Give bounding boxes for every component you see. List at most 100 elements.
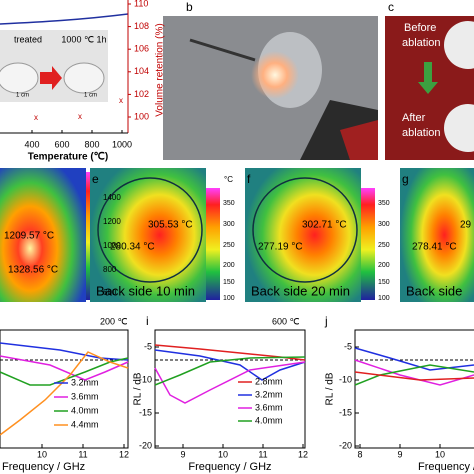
colorbar-tick-label: 200 [378,262,390,269]
frame [154,329,306,449]
x-tick-label: 8 [357,449,362,459]
annotation: 200 ℃ [100,316,128,326]
curve [354,347,474,371]
frame [0,329,129,449]
temperature: 277.19 °C [258,242,303,253]
y-tick-label: -10 [339,374,352,384]
colorbar-tick-label: 600 [103,288,117,297]
curve [0,13,129,25]
x-tick-label: 600 [54,139,69,149]
scale-bar: 1 cm [16,93,29,99]
marker: x [119,96,123,105]
panel-h [0,329,129,449]
thermal-image [90,168,206,302]
panel-i [154,329,306,449]
legend-label: 3.6mm [71,391,99,401]
caption: ablation [402,127,441,139]
x-tick-label: 12 [119,449,129,459]
y2-tick-label: 102 [134,89,149,99]
colorbar-tick-label: 100 [378,295,390,302]
y2-tick-label: 100 [134,111,149,121]
panel-a: x x x [0,0,129,134]
temperature: 278.41 °C [412,242,457,253]
colorbar-tick-label: 200 [223,262,235,269]
panel-f [245,168,375,302]
inset-label: treated [14,34,42,44]
y2-tick-label: 104 [134,66,149,76]
x-tick-label: 11 [78,449,87,459]
caption: Back side 10 min [96,283,195,298]
panel-label: e [92,172,99,186]
x-tick-label: 11 [258,449,267,459]
colorbar-tick-label: 1200 [103,217,121,226]
y-label: RL / dB [325,372,336,405]
caption: Before [404,22,436,34]
y-tick-label: -20 [339,440,352,450]
legend-label: 4.0mm [71,405,99,415]
panel-label: g [402,172,409,186]
outline [97,177,203,283]
x-label: Frequency / GHz [2,461,85,473]
colorbar-tick-label: 300 [378,221,390,228]
curve [0,351,129,436]
x-tick-label: 10 [218,449,228,459]
caption: ablation [402,37,441,49]
colorbar-tick-label: 150 [223,279,235,286]
panel-c [385,16,474,160]
panel-label: c [388,0,394,14]
colorbar-tick-label: 250 [378,242,390,249]
colorbar-tick-label: 1400 [103,193,121,202]
curve [154,361,306,404]
thermal-image [245,168,361,302]
x-tick-label: 12 [298,449,308,459]
panel-e [90,168,220,302]
thermal-image [0,168,86,302]
y2-tick-label: 110 [134,0,148,8]
caption: Back side 20 min [251,283,350,298]
thermal-image [400,168,474,302]
colorbar-tick-label: 1000 [103,241,121,250]
x-tick-label: 10 [37,449,47,459]
colorbar-tick-label: 350 [378,200,390,207]
curve [154,349,306,381]
panel-label: b [186,0,193,14]
panel-g [400,168,474,302]
legend-label: 3.6mm [255,402,283,412]
x-label: Frequency / GHz [418,461,474,473]
temperature: 305.53 °C [148,220,193,231]
panel-j [354,329,474,449]
colorbar-unit: °C [224,175,233,184]
caption: Back side [406,283,462,298]
colorbar-tick-label: 300 [223,221,235,228]
x-tick-label: 10 [435,449,445,459]
sample-disc [444,104,474,152]
inset-label: 1000 ℃ 1h [61,34,106,44]
curve [0,342,129,361]
x-label: Frequency / GHz [188,461,271,473]
x-tick-label: 9 [397,449,402,459]
temperature: 302.71 °C [302,220,347,231]
y-label: RL / dB [133,372,144,405]
colorbar [361,188,375,300]
annotation: 600 ℃ [272,316,300,326]
flame [251,51,299,99]
curve [354,364,474,386]
sample-disc [0,62,39,94]
y-tick-label: -15 [139,407,152,417]
x-tick-label: 1000 [112,139,132,149]
y-tick-label: -20 [139,440,152,450]
marker: x [78,112,82,121]
curve [0,355,129,381]
legend-label: 4.4mm [71,419,99,429]
y2-tick-label: 108 [134,21,149,31]
curve [154,356,306,386]
temperature: 280.34 °C [110,242,155,253]
colorbar-tick-label: 100 [223,295,235,302]
sample-disc [63,62,105,94]
y2-label: Volume retention (%) [155,23,166,116]
sample-disc [444,21,474,69]
colorbar-tick-label: 350 [223,200,235,207]
y-tick-label: -15 [339,407,352,417]
legend-label: 4.0mm [255,415,283,425]
